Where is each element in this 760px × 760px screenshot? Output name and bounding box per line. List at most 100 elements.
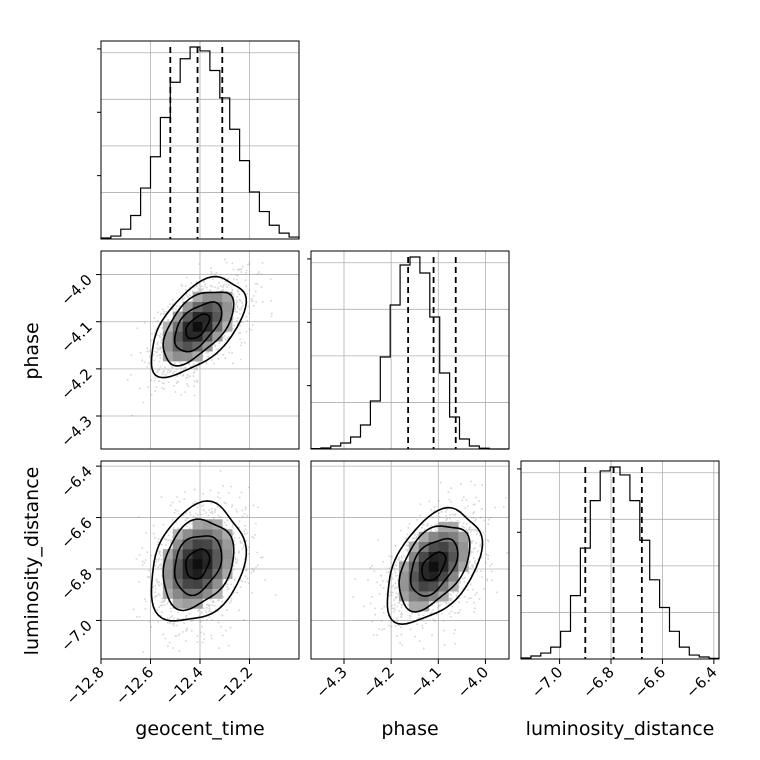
density-cell (202, 519, 213, 530)
density-cell (192, 549, 203, 560)
joint-panel-geocent-time-vs-luminosity-distance (100, 460, 300, 660)
ytick-label-luminosity-distance: −6.6 (57, 514, 95, 552)
joint-panel-geocent-time-vs-phase (100, 250, 300, 450)
hist-step-phase (310, 256, 509, 450)
ytick-label-phase: −4.0 (57, 271, 95, 309)
hist-step-luminosity-distance (520, 466, 720, 660)
xtick-label-geocent-time: −12.6 (112, 663, 157, 708)
density-cell (408, 571, 420, 582)
contour-line-2 (162, 291, 235, 367)
density-cell (192, 568, 203, 580)
density-cell (438, 571, 449, 582)
density-cell (438, 551, 449, 562)
hist-frame-geocent-time (100, 40, 300, 240)
density-cell (458, 531, 469, 542)
density-cell (162, 351, 174, 362)
density-cell (202, 529, 213, 540)
density-cell (448, 551, 459, 562)
density-cell (458, 561, 469, 572)
joint-inner (101, 251, 299, 449)
density-cell (408, 581, 420, 592)
contour-line-3 (150, 500, 248, 622)
density-cell (212, 549, 223, 560)
density-cell (202, 588, 213, 599)
density-cell (162, 341, 174, 352)
density-cell (448, 571, 459, 582)
xlabel-phase: phase (381, 718, 438, 740)
density-cell (182, 301, 193, 312)
density-cell (202, 341, 213, 352)
contour-line-1 (173, 301, 223, 353)
density-cell (398, 581, 410, 592)
density-cell (438, 531, 449, 542)
density-cell (172, 351, 183, 362)
density-cell (162, 558, 174, 570)
density-cell (408, 541, 420, 552)
density-cell (458, 541, 469, 552)
density-cell (408, 551, 420, 562)
density-cell (182, 558, 193, 570)
hist-panel-geocent-time (97, 40, 300, 240)
density-cell (172, 331, 183, 342)
density-cell (172, 539, 183, 550)
corner-panels: −12.8 −12.6 −12.4 −12.2 −4.3 −4.2 −4.1 −4.0 −7.0… (57, 40, 721, 708)
density-cell (448, 531, 459, 542)
density-cell (212, 539, 223, 550)
xtick-label-phase: −4.2 (359, 663, 397, 701)
density-cell (212, 519, 223, 530)
contour-line-3 (386, 506, 484, 626)
contour-line-1 (409, 537, 459, 597)
density-cell (212, 331, 223, 342)
ytick-label-luminosity-distance: −6.8 (57, 565, 95, 603)
density-cell (212, 301, 223, 312)
xtick-label-geocent-time: −12.4 (162, 663, 207, 708)
density-cell (418, 551, 429, 562)
contour-line-2 (398, 525, 471, 613)
density-cell (222, 539, 233, 550)
hist-frame-luminosity-distance (520, 460, 720, 660)
density-cell (192, 578, 203, 589)
xlabel-geocent-time: geocent_time (135, 718, 264, 740)
density-cell (172, 598, 183, 609)
density-cell (222, 311, 233, 322)
density-cell (172, 558, 183, 570)
xtick-label-luminosity-distance: −6.8 (579, 663, 617, 701)
density-cell (212, 568, 223, 580)
ytick-label-phase: −4.2 (57, 365, 95, 403)
density-cell (202, 321, 213, 332)
joint-frame (310, 460, 510, 660)
density-cell (182, 311, 193, 322)
density-cell (162, 588, 174, 599)
ytick-label-phase: −4.1 (57, 318, 95, 356)
density-cell (192, 529, 203, 540)
density-cell (408, 591, 420, 602)
density-cell (398, 561, 410, 572)
density-cell (172, 311, 183, 322)
density-cell (418, 531, 429, 542)
density-cell (408, 561, 420, 572)
xtick-label-geocent-time: −12.8 (63, 663, 108, 708)
density-cell (428, 571, 439, 582)
density-cell (428, 581, 439, 592)
contour-line-0 (185, 548, 211, 580)
density-cell (192, 539, 203, 550)
density-cell (172, 588, 183, 599)
hist-step-geocent-time (100, 46, 300, 239)
xtick-label-luminosity-distance: −6.6 (631, 663, 669, 701)
density-cell (202, 291, 213, 302)
density-cell (448, 541, 459, 552)
density-cell (192, 558, 203, 570)
density-cell (438, 591, 449, 602)
contour-line-2 (162, 518, 235, 612)
density-cell (222, 301, 233, 312)
density-cell (182, 341, 193, 352)
density-cell (438, 541, 449, 552)
density-cell (182, 539, 193, 550)
hist-panel-luminosity-distance (517, 460, 720, 660)
density-cell (162, 578, 174, 589)
density-cell (162, 568, 174, 580)
density-cell (428, 561, 439, 572)
density-cell (408, 601, 420, 612)
density-cell (162, 331, 174, 342)
